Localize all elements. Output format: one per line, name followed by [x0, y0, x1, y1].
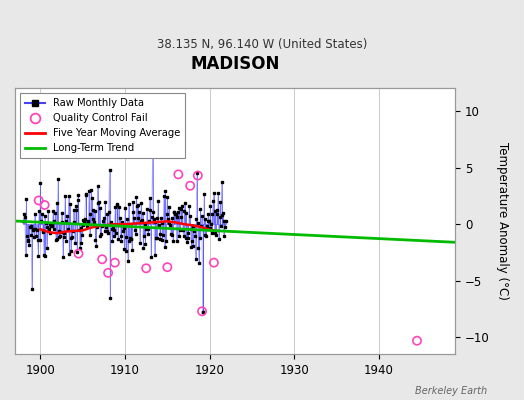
Point: [174, 171, 182, 178]
Point: [104, 270, 112, 276]
Point: [40, 202, 49, 208]
Point: [413, 338, 421, 344]
Text: 38.135 N, 96.140 W (United States): 38.135 N, 96.140 W (United States): [157, 38, 367, 51]
Point: [198, 308, 206, 314]
Point: [35, 197, 43, 204]
Text: Berkeley Earth: Berkeley Earth: [415, 386, 487, 396]
Point: [210, 260, 218, 266]
Y-axis label: Temperature Anomaly (°C): Temperature Anomaly (°C): [496, 142, 509, 300]
Point: [142, 265, 150, 272]
Point: [163, 264, 171, 270]
Point: [98, 256, 106, 262]
Point: [74, 250, 83, 257]
Point: [186, 182, 194, 189]
Legend: Raw Monthly Data, Quality Control Fail, Five Year Moving Average, Long-Term Tren: Raw Monthly Data, Quality Control Fail, …: [20, 94, 185, 158]
Point: [193, 172, 202, 179]
Title: MADISON: MADISON: [190, 55, 280, 73]
Point: [111, 260, 119, 266]
